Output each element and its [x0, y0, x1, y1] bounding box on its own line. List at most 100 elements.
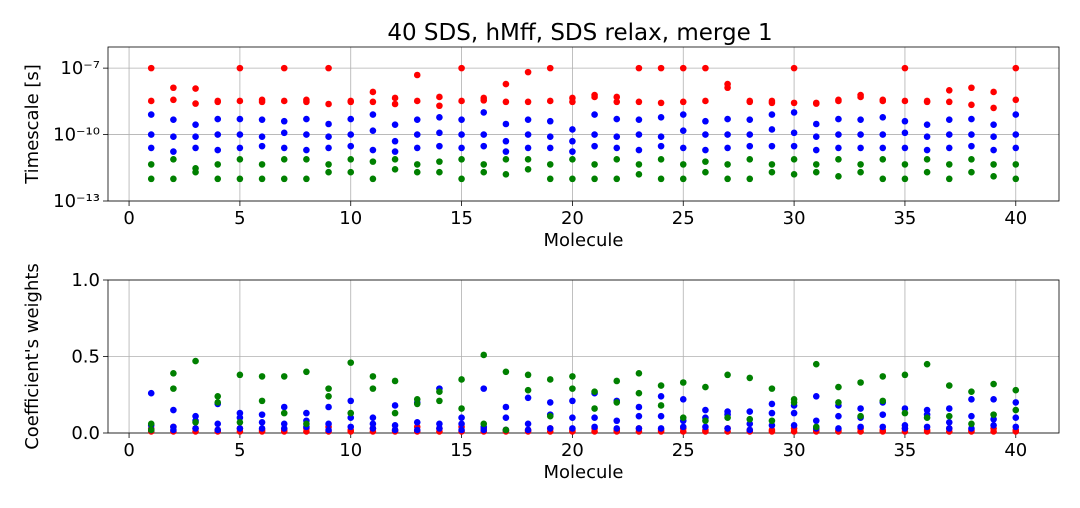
point [990, 173, 997, 180]
point [945, 412, 953, 420]
point [170, 406, 177, 414]
point [325, 120, 332, 128]
point [1012, 111, 1020, 118]
point [369, 146, 377, 154]
point [945, 405, 953, 412]
point [923, 146, 931, 154]
point [170, 156, 177, 163]
point [413, 168, 421, 176]
point [835, 97, 842, 105]
point [923, 156, 931, 163]
point [591, 93, 598, 101]
point [990, 146, 997, 154]
point [1012, 399, 1020, 406]
point [502, 171, 510, 178]
point [436, 168, 443, 176]
point [835, 383, 842, 391]
point [170, 84, 177, 92]
point [480, 109, 488, 116]
point [369, 373, 377, 380]
point [1012, 144, 1020, 152]
point [236, 97, 244, 105]
point [724, 144, 731, 152]
point [280, 97, 288, 105]
point [746, 426, 754, 434]
point [835, 156, 842, 163]
point [325, 144, 332, 152]
point [524, 426, 532, 434]
point [1012, 161, 1020, 168]
point [192, 425, 199, 432]
point [480, 385, 488, 392]
x-tick-label: 15 [450, 208, 473, 229]
point [679, 111, 687, 118]
point [303, 115, 310, 123]
point [192, 412, 199, 420]
point [147, 144, 155, 152]
point [170, 385, 177, 392]
y-tick-label: 10⁻⁷ [60, 58, 100, 79]
point [280, 175, 288, 183]
point [746, 116, 754, 123]
point [569, 137, 576, 145]
point [325, 100, 332, 108]
point [369, 420, 377, 428]
point [990, 104, 997, 112]
point [524, 144, 532, 152]
point [280, 117, 288, 125]
point [990, 415, 997, 423]
point [192, 100, 199, 107]
point [724, 175, 731, 183]
point [768, 385, 776, 392]
point [303, 420, 310, 428]
point [458, 376, 465, 383]
point [1012, 423, 1020, 431]
point [325, 161, 332, 168]
point [347, 409, 355, 417]
point [347, 142, 355, 150]
point [458, 426, 465, 434]
point [901, 371, 909, 379]
point [679, 428, 687, 435]
x-axis-label: Molecule [544, 230, 624, 251]
point [546, 144, 554, 152]
point [968, 115, 975, 123]
point [635, 131, 643, 138]
point [835, 131, 842, 138]
point [835, 173, 842, 180]
point [546, 412, 554, 420]
point [835, 412, 842, 420]
point [679, 423, 687, 431]
point [170, 370, 177, 377]
point [325, 168, 332, 176]
point [901, 97, 909, 105]
x-tick-label: 30 [783, 440, 806, 461]
point [879, 114, 887, 121]
point [635, 64, 643, 72]
point [679, 127, 687, 134]
point [214, 392, 222, 400]
point [391, 121, 399, 128]
point [192, 168, 199, 176]
point [790, 409, 798, 417]
point [258, 425, 266, 432]
point [968, 131, 975, 138]
point [280, 409, 288, 417]
point [214, 98, 222, 106]
point [569, 98, 576, 106]
point [768, 422, 776, 429]
point [258, 418, 266, 426]
point [657, 175, 665, 183]
point [901, 117, 909, 125]
point [746, 408, 754, 415]
point [458, 175, 465, 183]
point [436, 388, 443, 395]
x-tick-label: 0 [123, 208, 134, 229]
point [480, 131, 488, 138]
point [236, 131, 244, 138]
point [635, 389, 643, 397]
point [724, 425, 731, 432]
point [192, 85, 199, 92]
point [901, 161, 909, 168]
point [502, 137, 510, 145]
